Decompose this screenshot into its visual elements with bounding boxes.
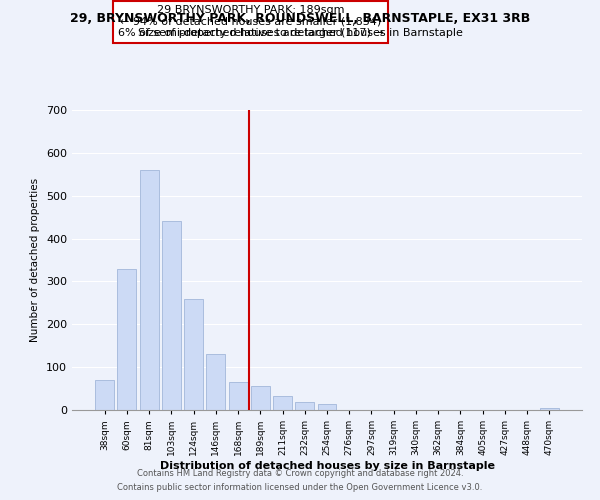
Bar	[295, 402, 314, 410]
Bar	[118, 268, 136, 410]
X-axis label: Distribution of detached houses by size in Barnstaple: Distribution of detached houses by size …	[160, 461, 494, 471]
Bar	[317, 404, 337, 410]
Bar	[273, 396, 292, 410]
Y-axis label: Number of detached properties: Number of detached properties	[31, 178, 40, 342]
Text: Contains public sector information licensed under the Open Government Licence v3: Contains public sector information licen…	[118, 484, 482, 492]
Bar	[140, 170, 158, 410]
Bar	[251, 386, 270, 410]
Text: Contains HM Land Registry data © Crown copyright and database right 2024.: Contains HM Land Registry data © Crown c…	[137, 468, 463, 477]
Bar	[95, 380, 114, 410]
Bar	[229, 382, 248, 410]
Bar	[162, 222, 181, 410]
Bar	[206, 354, 225, 410]
Bar	[540, 408, 559, 410]
Text: Size of property relative to detached houses in Barnstaple: Size of property relative to detached ho…	[137, 28, 463, 38]
Text: 29 BRYNSWORTHY PARK: 189sqm
← 94% of detached houses are smaller (1,834)
6% of s: 29 BRYNSWORTHY PARK: 189sqm ← 94% of det…	[118, 5, 383, 38]
Text: 29, BRYNSWORTHY PARK, ROUNDSWELL, BARNSTAPLE, EX31 3RB: 29, BRYNSWORTHY PARK, ROUNDSWELL, BARNST…	[70, 12, 530, 26]
Bar	[184, 300, 203, 410]
